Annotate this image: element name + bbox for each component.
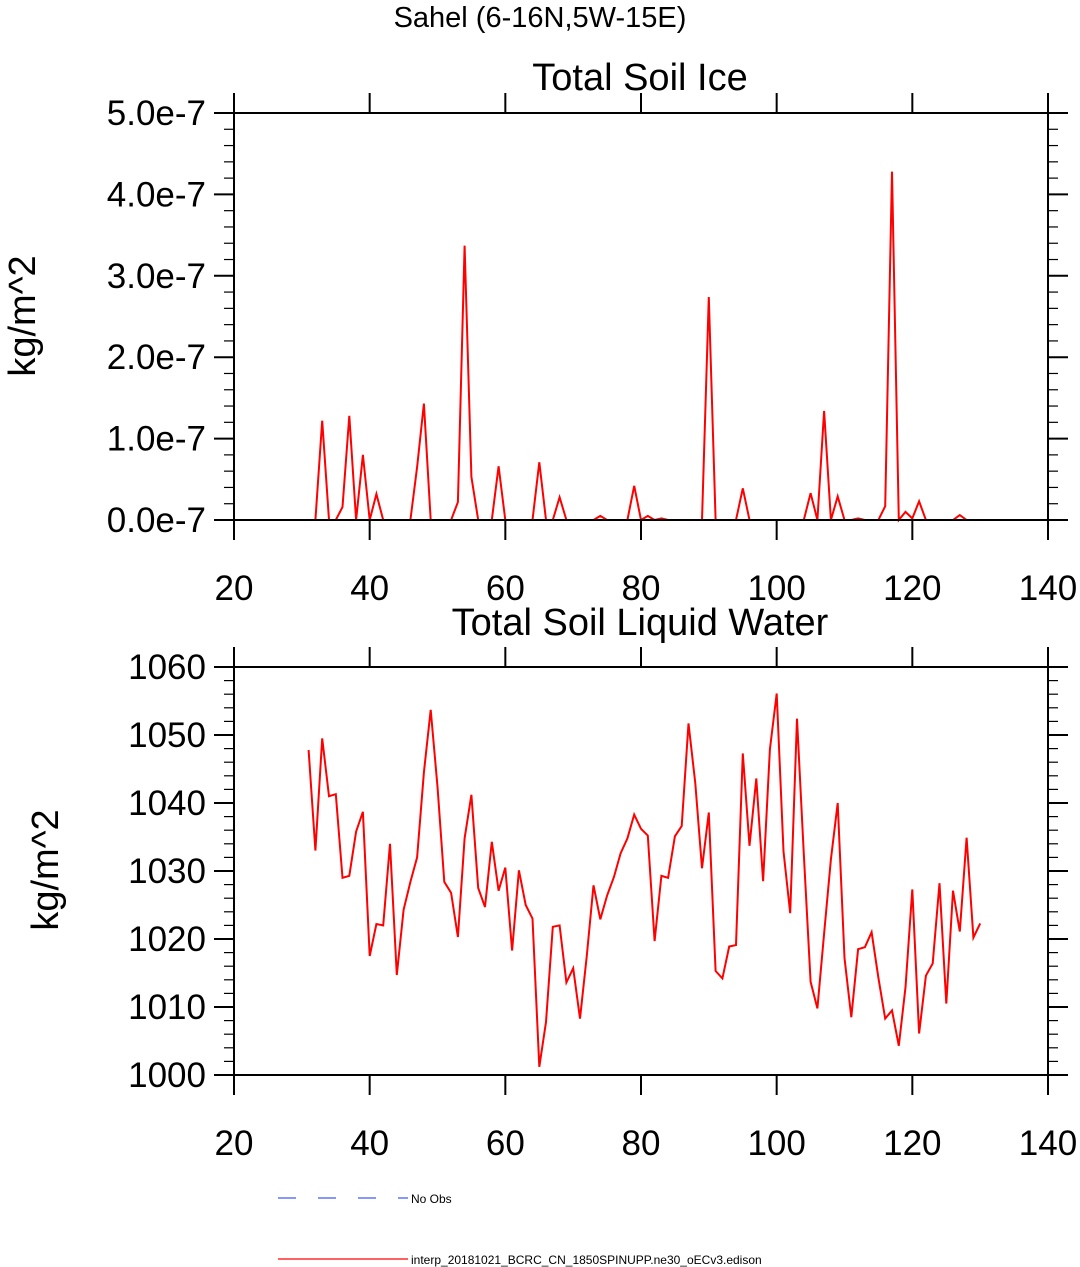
legend: No Obs interp_20181021_BCRC_CN_1850SPINU…: [278, 1192, 762, 1267]
x-tick-label: 140: [1019, 569, 1077, 608]
y-axis-label: kg/m^2: [2, 255, 44, 376]
x-tick-label: 60: [486, 569, 525, 608]
x-tick-label: 20: [215, 569, 254, 608]
y-tick-label: 1030: [128, 852, 206, 891]
panel-title: Total Soil Liquid Water: [452, 602, 829, 644]
y-tick-label: 1050: [128, 716, 206, 755]
y-tick-label: 1010: [128, 988, 206, 1027]
y-tick-label: 1000: [128, 1056, 206, 1095]
x-tick-label: 120: [883, 569, 941, 608]
plot-frame: [233, 112, 1049, 521]
x-tick-label: 40: [350, 1124, 389, 1163]
figure-title: Sahel (6-16N,5W-15E): [394, 2, 687, 34]
y-tick-label: 1040: [128, 784, 206, 823]
panel-total-soil-liquid-water: Total Soil Liquid Water kg/m^2 20 40 60 80 1…: [25, 602, 1077, 1163]
x-tick-label: 40: [350, 569, 389, 608]
x-tick-label: 100: [747, 569, 805, 608]
y-tick-label: 4.0e-7: [107, 175, 206, 214]
x-tick-label: 120: [883, 1124, 941, 1163]
series-line: [308, 171, 981, 523]
y-axis-label: kg/m^2: [25, 809, 67, 930]
panel-total-soil-ice: Total Soil Ice kg/m^2 20 40 60 80 100 120 140 0…: [2, 57, 1077, 608]
x-tick-label: 140: [1019, 1124, 1077, 1163]
x-tick-label: 80: [622, 1124, 661, 1163]
x-tick-label: 60: [486, 1124, 525, 1163]
x-tick-label: 20: [215, 1124, 254, 1163]
y-tick-label: 5.0e-7: [107, 94, 206, 133]
y-tick-label: 1020: [128, 920, 206, 959]
legend-label-no-obs: No Obs: [411, 1192, 452, 1206]
y-tick-label: 0.0e-7: [107, 501, 206, 540]
y-tick-label: 1.0e-7: [107, 420, 206, 459]
y-tick-label: 3.0e-7: [107, 257, 206, 296]
panel-title: Total Soil Ice: [532, 57, 747, 99]
series-line: [307, 693, 982, 1067]
x-tick-label: 80: [622, 569, 661, 608]
plot-frame: [233, 666, 1049, 1076]
y-tick-label: 2.0e-7: [107, 338, 206, 377]
legend-label-model: interp_20181021_BCRC_CN_1850SPINUPP.ne30…: [411, 1253, 762, 1267]
y-tick-label: 1060: [128, 648, 206, 687]
x-tick-label: 100: [747, 1124, 805, 1163]
